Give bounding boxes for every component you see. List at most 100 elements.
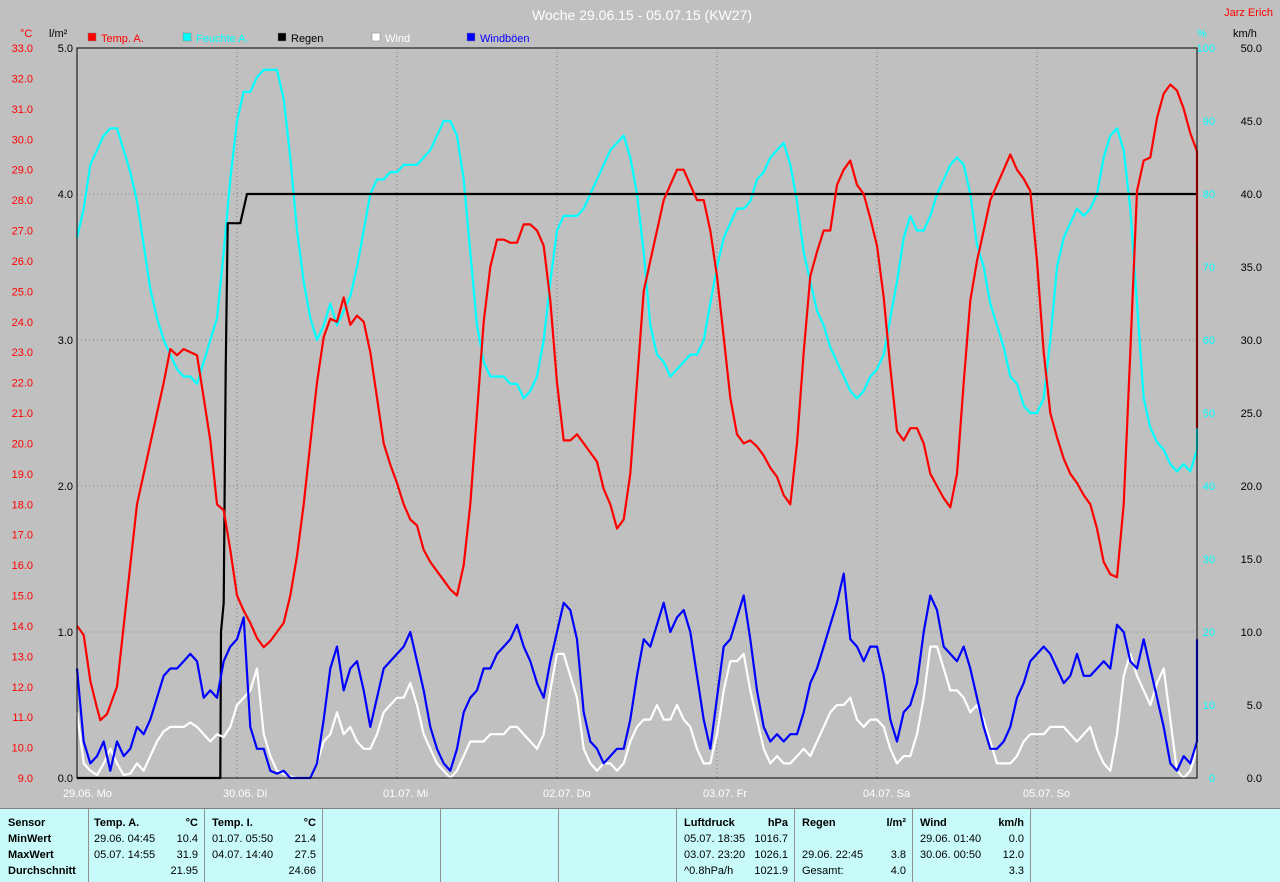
wind-tick-label: 25.0: [1241, 408, 1262, 420]
series-line-regen: [77, 192, 1197, 780]
wind-tick-label: 40.0: [1241, 189, 1262, 201]
minwert-label: MinWert: [8, 833, 52, 845]
temp-tick-label: 21.0: [12, 408, 33, 420]
pressure-trend-value: 1021.9: [754, 865, 788, 877]
wind-tick-label: 35.0: [1241, 262, 1262, 274]
time-axis: 29.06. Mo 30.06. Di 01.07. Mi 02.07. Do 03.0…: [63, 788, 1070, 800]
pressure-min-time: 05.07. 18:35: [684, 833, 746, 845]
series-line-windb-en: [75, 572, 1199, 780]
day-label: 05.07. So: [1023, 788, 1070, 800]
humidity-tick-label: 20: [1203, 627, 1215, 639]
temp-a-column: Temp. A. °C 29.06. 04:45 10.4 05.07. 14:…: [89, 809, 205, 882]
legend-swatch: [371, 32, 381, 42]
temp-tick-label: 22.0: [12, 378, 33, 390]
empty-column-2: [441, 809, 559, 882]
chart-series: [75, 68, 1199, 780]
pressure-column: Luftdruck hPa 05.07. 18:35 1016.7 03.07.…: [677, 809, 795, 882]
temp-a-unit: °C: [185, 817, 198, 829]
empty-column-1: [323, 809, 441, 882]
series-line-temp-a: [76, 83, 1199, 722]
wind-avg-value: 3.3: [1008, 865, 1024, 877]
temp-tick-label: 27.0: [12, 226, 33, 238]
temp-i-unit: °C: [303, 817, 316, 829]
wind-min-time: 29.06. 01:40: [920, 833, 982, 845]
pressure-max-value: 1026.1: [754, 849, 788, 861]
pressure-max-time: 03.07. 23:20: [684, 849, 746, 861]
chart-title: Woche 29.06.15 - 05.07.15 (KW27): [532, 7, 752, 23]
temp-a-min-time: 29.06. 04:45: [94, 833, 156, 845]
wind-tick-label: 20.0: [1241, 481, 1262, 493]
wind-tick-label: 15.0: [1241, 554, 1262, 566]
pressure-header: Luftdruck: [684, 817, 735, 829]
series-line-feuchte-a: [75, 68, 1199, 473]
temp-tick-label: 11.0: [12, 712, 33, 724]
day-label: 29.06. Mo: [63, 788, 112, 800]
humidity-tick-label: 70: [1203, 262, 1215, 274]
legend-swatch: [87, 32, 97, 42]
humidity-unit-label: %: [1197, 28, 1207, 40]
wind-tick-label: 45.0: [1241, 116, 1262, 128]
statistics-panel: Sensor MinWert MaxWert Durchschnitt Temp…: [0, 808, 1280, 882]
temp-tick-label: 30.0: [12, 134, 33, 146]
rain-unit: l/m²: [886, 817, 906, 829]
wind-tick-label: 50.0: [1241, 43, 1262, 55]
rain-max-value: 3.8: [890, 849, 906, 861]
chart-legend: Temp. A. Feuchte A. Regen Wind Windböen: [87, 32, 530, 45]
durchschnitt-label: Durchschnitt: [8, 865, 76, 877]
rain-header: Regen: [802, 817, 836, 829]
plot-frame: [76, 47, 1198, 779]
humidity-tick-label: 100: [1197, 43, 1215, 55]
humidity-tick-label: 10: [1203, 700, 1215, 712]
wind-tick-label: 0.0: [1247, 773, 1262, 785]
wind-max-time: 30.06. 00:50: [920, 849, 982, 861]
wind-tick-label: 10.0: [1241, 627, 1262, 639]
rain-column: Regen l/m² 29.06. 22:45 3.8 Gesamt: 4.0: [795, 809, 913, 882]
temp-i-min-time: 01.07. 05:50: [212, 833, 274, 845]
wind-header: Wind: [920, 817, 947, 829]
legend-label: Wind: [385, 33, 410, 45]
temp-tick-label: 29.0: [12, 165, 33, 177]
legend-label: Windböen: [480, 33, 530, 45]
temp-tick-label: 32.0: [12, 73, 33, 85]
humidity-tick-label: 60: [1203, 335, 1215, 347]
day-label: 30.06. Di: [223, 788, 267, 800]
rain-tick-label: 1.0: [58, 627, 73, 639]
rain-max-time: 29.06. 22:45: [802, 849, 864, 861]
temp-tick-label: 24.0: [12, 317, 33, 329]
temp-i-min-value: 21.4: [294, 833, 316, 845]
temp-tick-label: 14.0: [12, 621, 33, 633]
humidity-tick-label: 30: [1203, 554, 1215, 566]
pressure-min-value: 1016.7: [754, 833, 788, 845]
pressure-trend-label: ^0.8hPa/h: [684, 865, 734, 877]
plot-area: [77, 48, 1197, 778]
humidity-tick-label: 50: [1203, 408, 1215, 420]
rain-tick-label: 0.0: [58, 773, 73, 785]
temp-tick-label: 28.0: [12, 195, 33, 207]
temp-tick-label: 10.0: [12, 743, 33, 755]
humidity-tick-label: 90: [1203, 116, 1215, 128]
legend-label: Temp. A.: [101, 33, 144, 45]
day-label: 02.07. Do: [543, 788, 591, 800]
legend-swatch: [182, 32, 192, 42]
temp-tick-label: 26.0: [12, 256, 33, 268]
sensor-header: Sensor: [8, 817, 46, 829]
humidity-tick-label: 40: [1203, 481, 1215, 493]
wind-tick-label: 30.0: [1241, 335, 1262, 347]
rain-tick-label: 2.0: [58, 481, 73, 493]
temp-tick-label: 15.0: [12, 591, 33, 603]
wind-unit-label: km/h: [1233, 28, 1257, 40]
temp-i-max-time: 04.07. 14:40: [212, 849, 274, 861]
day-label: 03.07. Fr: [703, 788, 747, 800]
day-label: 04.07. Sa: [863, 788, 911, 800]
temp-tick-label: 31.0: [12, 104, 33, 116]
temp-a-min-value: 10.4: [176, 833, 198, 845]
series-line-wind: [75, 645, 1199, 780]
humidity-tick-label: 0: [1209, 773, 1215, 785]
temp-i-max-value: 27.5: [294, 849, 316, 861]
wind-tick-label: 5.0: [1247, 700, 1262, 712]
temp-unit-label: °C: [20, 28, 32, 40]
temp-tick-label: 25.0: [12, 286, 33, 298]
temp-tick-label: 20.0: [12, 438, 33, 450]
wind-min-value: 0.0: [1008, 833, 1024, 845]
rain-tick-label: 4.0: [58, 189, 73, 201]
